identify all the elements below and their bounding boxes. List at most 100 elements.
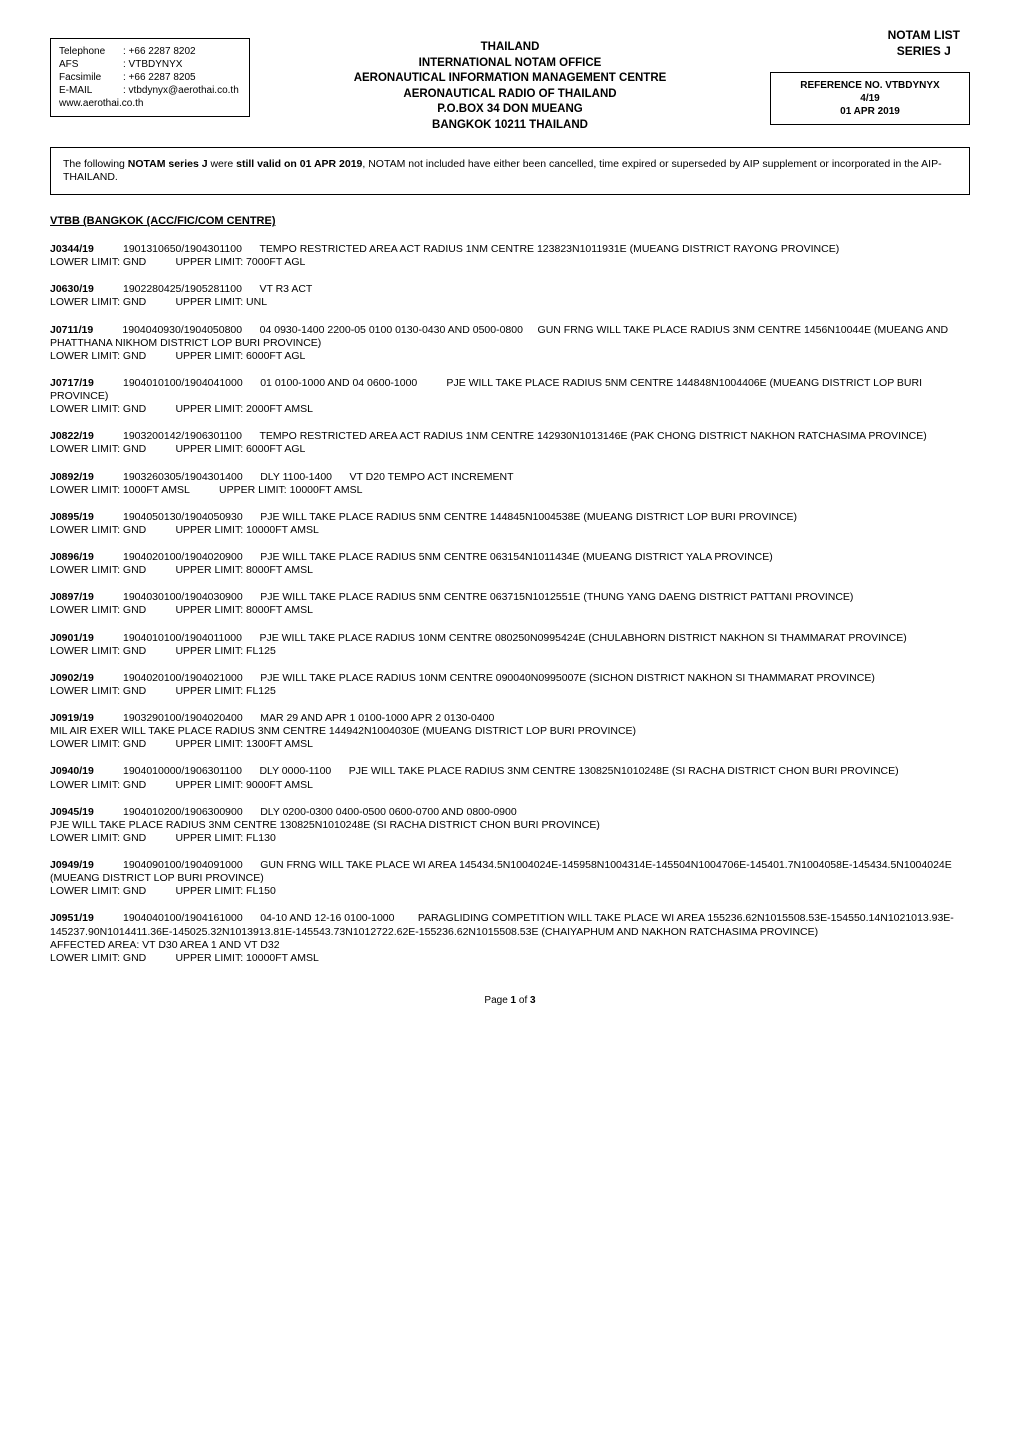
lower-limit: LOWER LIMIT: GND bbox=[50, 604, 146, 616]
notam-limits: LOWER LIMIT: 1000FT AMSL UPPER LIMIT: 10… bbox=[50, 484, 970, 497]
notam-id: J0822/19 bbox=[50, 430, 94, 442]
hc-l3: AERONAUTICAL INFORMATION MANAGEMENT CENT… bbox=[250, 71, 770, 87]
notam-datetime: 1903200142/1906301100 bbox=[123, 430, 242, 442]
notam-line: J0949/19 1904090100/1904091000 GUN FRNG … bbox=[50, 859, 970, 885]
email-row: E-MAIL : vtbdynyx@aerothai.co.th bbox=[59, 84, 241, 97]
notam-datetime: 1904010200/1906300900 bbox=[123, 806, 243, 818]
upper-limit: UPPER LIMIT: 10000FT AMSL bbox=[175, 524, 318, 536]
notam-limits: LOWER LIMIT: GND UPPER LIMIT: 10000FT AM… bbox=[50, 952, 970, 965]
notam-datetime: 1903260305/1904301400 bbox=[123, 471, 243, 483]
notam-line: J0630/19 1902280425/1905281100 VT R3 ACT bbox=[50, 283, 970, 296]
lower-limit: LOWER LIMIT: GND bbox=[50, 885, 146, 897]
notam-datetime: 1904020100/1904021000 bbox=[123, 672, 243, 684]
afs-row: AFS : VTBDYNYX bbox=[59, 58, 241, 71]
notam-entry: J0822/19 1903200142/1906301100 TEMPO RES… bbox=[50, 430, 970, 456]
notam-limits: LOWER LIMIT: GND UPPER LIMIT: UNL bbox=[50, 296, 970, 309]
header-reference-box: REFERENCE NO. VTBDYNYX 4/19 01 APR 2019 bbox=[770, 72, 970, 125]
ref-l3: 01 APR 2019 bbox=[779, 105, 961, 118]
notam-entry: J0949/19 1904090100/1904091000 GUN FRNG … bbox=[50, 859, 970, 898]
page-total: 3 bbox=[530, 995, 536, 1006]
lower-limit: LOWER LIMIT: GND bbox=[50, 832, 146, 844]
facsimile-label: Facsimile bbox=[59, 71, 123, 84]
notam-desc: PJE WILL TAKE PLACE RADIUS 10NM CENTRE 0… bbox=[259, 632, 906, 644]
notam-entry: J0919/19 1903290100/1904020400 MAR 29 AN… bbox=[50, 712, 970, 751]
upper-limit: UPPER LIMIT: FL130 bbox=[175, 832, 275, 844]
notam-entry: J0902/19 1904020100/1904021000 PJE WILL … bbox=[50, 672, 970, 698]
notam-line: J0940/19 1904010000/1906301100 DLY 0000-… bbox=[50, 765, 970, 778]
hc-l5: P.O.BOX 34 DON MUEANG bbox=[250, 102, 770, 118]
notam-entry: J0940/19 1904010000/1906301100 DLY 0000-… bbox=[50, 765, 970, 791]
notam-id: J0902/19 bbox=[50, 672, 94, 684]
lower-limit: LOWER LIMIT: GND bbox=[50, 524, 146, 536]
notam-line: J0897/19 1904030100/1904030900 PJE WILL … bbox=[50, 591, 970, 604]
lower-limit: LOWER LIMIT: 1000FT AMSL bbox=[50, 484, 190, 496]
header-contact-box: Telephone : +66 2287 8202 AFS : VTBDYNYX… bbox=[50, 38, 250, 117]
notam-id: J0945/19 bbox=[50, 806, 94, 818]
notam-desc: PJE WILL TAKE PLACE RADIUS 5NM CENTRE 06… bbox=[260, 591, 853, 603]
upper-limit: UPPER LIMIT: 6000FT AGL bbox=[175, 443, 305, 455]
notam-datetime: 1904010100/1904041000 bbox=[123, 377, 243, 389]
notam-id: J0344/19 bbox=[50, 243, 94, 255]
lower-limit: LOWER LIMIT: GND bbox=[50, 685, 146, 697]
intro-t1: The following bbox=[63, 158, 128, 170]
notam-desc: PJE WILL TAKE PLACE RADIUS 5NM CENTRE 14… bbox=[260, 511, 797, 523]
notam-id: J0949/19 bbox=[50, 859, 94, 871]
notam-entry: J0897/19 1904030100/1904030900 PJE WILL … bbox=[50, 591, 970, 617]
notam-datetime: 1904090100/1904091000 bbox=[123, 859, 243, 871]
page-of: of bbox=[516, 995, 530, 1006]
notam-id: J0896/19 bbox=[50, 551, 94, 563]
upper-limit: UPPER LIMIT: 10000FT AMSL bbox=[175, 952, 318, 964]
notam-line: J0945/19 1904010200/1906300900 DLY 0200-… bbox=[50, 806, 970, 832]
notam-limits: LOWER LIMIT: GND UPPER LIMIT: 8000FT AMS… bbox=[50, 604, 970, 617]
notam-line: J0951/19 1904040100/1904161000 04-10 AND… bbox=[50, 912, 970, 951]
page-number: Page 1 of 3 bbox=[50, 995, 970, 1008]
upper-limit: UPPER LIMIT: FL125 bbox=[175, 645, 275, 657]
lower-limit: LOWER LIMIT: GND bbox=[50, 443, 146, 455]
notam-line: J0344/19 1901310650/1904301100 TEMPO RES… bbox=[50, 243, 970, 256]
notam-entry: J0717/19 1904010100/1904041000 01 0100-1… bbox=[50, 377, 970, 416]
notam-entry: J0892/19 1903260305/1904301400 DLY 1100-… bbox=[50, 471, 970, 497]
page-prefix: Page bbox=[484, 995, 510, 1006]
notam-line: J0902/19 1904020100/1904021000 PJE WILL … bbox=[50, 672, 970, 685]
notam-datetime: 1901310650/1904301100 bbox=[123, 243, 242, 255]
notam-limits: LOWER LIMIT: GND UPPER LIMIT: 2000FT AMS… bbox=[50, 403, 970, 416]
intro-b2: still valid on 01 APR 2019 bbox=[236, 158, 362, 170]
web-value: www.aerothai.co.th bbox=[59, 97, 241, 110]
notam-desc: TEMPO RESTRICTED AREA ACT RADIUS 1NM CEN… bbox=[259, 430, 926, 442]
notam-entry: J0630/19 1902280425/1905281100 VT R3 ACT… bbox=[50, 283, 970, 309]
notam-line: J0919/19 1903290100/1904020400 MAR 29 AN… bbox=[50, 712, 970, 738]
lower-limit: LOWER LIMIT: GND bbox=[50, 350, 146, 362]
telephone-label: Telephone bbox=[59, 45, 123, 58]
notam-id: J0940/19 bbox=[50, 765, 94, 777]
notam-limits: LOWER LIMIT: GND UPPER LIMIT: FL125 bbox=[50, 645, 970, 658]
upper-limit: UPPER LIMIT: 1300FT AMSL bbox=[175, 738, 313, 750]
notam-desc: PJE WILL TAKE PLACE RADIUS 5NM CENTRE 06… bbox=[260, 551, 773, 563]
upper-limit: UPPER LIMIT: 8000FT AMSL bbox=[175, 564, 313, 576]
notam-id: J0717/19 bbox=[50, 377, 94, 389]
notam-datetime: 1904050130/1904050930 bbox=[123, 511, 243, 523]
notam-line: J0717/19 1904010100/1904041000 01 0100-1… bbox=[50, 377, 970, 403]
series-label: SERIES J bbox=[888, 44, 960, 60]
hc-l2: INTERNATIONAL NOTAM OFFICE bbox=[250, 56, 770, 72]
hc-l1: THAILAND bbox=[250, 40, 770, 56]
notam-id: J0951/19 bbox=[50, 912, 94, 924]
lower-limit: LOWER LIMIT: GND bbox=[50, 403, 146, 415]
facsimile-value: : +66 2287 8205 bbox=[123, 71, 196, 84]
notam-limits: LOWER LIMIT: GND UPPER LIMIT: 9000FT AMS… bbox=[50, 779, 970, 792]
notam-limits: LOWER LIMIT: GND UPPER LIMIT: 1300FT AMS… bbox=[50, 738, 970, 751]
notam-entry: J0951/19 1904040100/1904161000 04-10 AND… bbox=[50, 912, 970, 965]
intro-t2: were bbox=[208, 158, 237, 170]
upper-limit: UPPER LIMIT: 6000FT AGL bbox=[175, 350, 305, 362]
notams-container: J0344/19 1901310650/1904301100 TEMPO RES… bbox=[50, 243, 970, 965]
notam-datetime: 1904040100/1904161000 bbox=[123, 912, 243, 924]
notam-datetime: 1904040930/1904050800 bbox=[122, 324, 242, 336]
header-center: THAILAND INTERNATIONAL NOTAM OFFICE AERO… bbox=[250, 38, 770, 133]
notam-limits: LOWER LIMIT: GND UPPER LIMIT: 10000FT AM… bbox=[50, 524, 970, 537]
notam-datetime: 1904020100/1904020900 bbox=[123, 551, 243, 563]
notam-datetime: 1904010100/1904011000 bbox=[123, 632, 242, 644]
notam-datetime: 1904030100/1904030900 bbox=[123, 591, 243, 603]
email-label: E-MAIL bbox=[59, 84, 123, 97]
notam-entry: J0344/19 1901310650/1904301100 TEMPO RES… bbox=[50, 243, 970, 269]
notam-datetime: 1903290100/1904020400 bbox=[123, 712, 243, 724]
lower-limit: LOWER LIMIT: GND bbox=[50, 952, 146, 964]
